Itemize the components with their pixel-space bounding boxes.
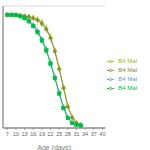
html-text:B4 Mal: B4 Mal: [118, 58, 137, 64]
svg-text:31: 31: [73, 131, 79, 137]
svg-text:25: 25: [56, 131, 62, 137]
svg-text:22: 22: [47, 131, 53, 137]
html-text:B4 Mal: B4 Mal: [118, 85, 137, 91]
svg-text:40: 40: [99, 131, 105, 137]
svg-text:34: 34: [82, 131, 88, 137]
svg-text:Age (days): Age (days): [37, 144, 71, 150]
svg-text:7: 7: [8, 131, 9, 137]
svg-text:10: 10: [13, 131, 19, 137]
svg-text:28: 28: [65, 131, 71, 137]
html-text:B4 Mal: B4 Mal: [118, 67, 137, 73]
html-text:B4 Mal: B4 Mal: [118, 76, 137, 82]
svg-text:13: 13: [22, 131, 28, 137]
svg-text:19: 19: [39, 131, 45, 137]
svg-text:16: 16: [30, 131, 36, 137]
svg-text:37: 37: [91, 131, 97, 137]
